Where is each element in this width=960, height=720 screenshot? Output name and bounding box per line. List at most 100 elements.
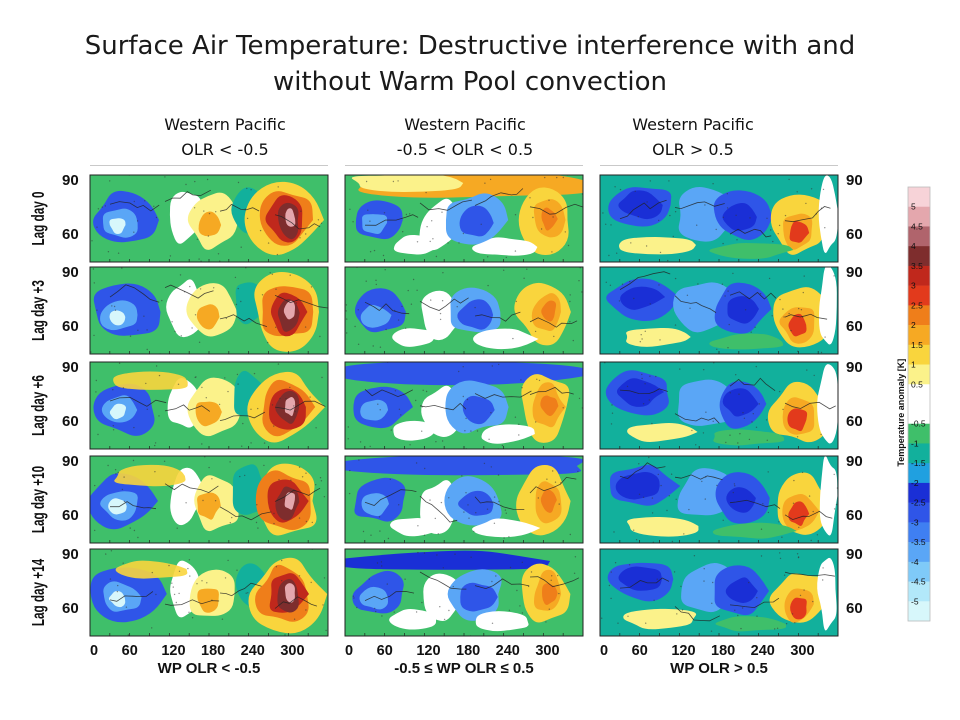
row-label-2: Lag day +3	[29, 280, 49, 341]
lat-tick-90: 90	[62, 546, 79, 563]
colorbar-label: 5	[911, 202, 916, 212]
lon-tick-120: 120	[161, 643, 185, 659]
colorbar-swatch	[908, 482, 930, 503]
colorbar-swatch	[908, 404, 930, 425]
colorbar-swatch	[908, 364, 930, 385]
colorbar-swatch	[908, 187, 930, 208]
map-panel-c2-r2	[344, 266, 584, 355]
map-panel-c1-r5	[89, 548, 329, 637]
colorbar-swatch	[908, 581, 930, 602]
lat-tick-60: 60	[62, 413, 79, 430]
colorbar-swatch	[908, 502, 930, 523]
lon-tick-60: 60	[377, 643, 393, 659]
lon-tick-0: 0	[345, 643, 353, 659]
lon-tick-300: 300	[535, 643, 559, 659]
column-header-2-line2: -0.5 < OLR < 0.5	[396, 140, 534, 159]
colorbar-swatch	[908, 542, 930, 563]
colorbar-swatch	[908, 561, 930, 582]
colorbar-swatch	[908, 601, 930, 622]
lat-tick-60: 60	[62, 600, 79, 617]
colorbar-label: -5	[911, 596, 919, 606]
lon-tick-300: 300	[790, 643, 814, 659]
column-header-1-line1: Western Pacific	[164, 115, 286, 134]
colorbar-label: -2	[911, 478, 919, 488]
lat-tick-90: 90	[62, 359, 79, 376]
colorbar-swatch	[908, 305, 930, 326]
colorbar-label: -3.5	[911, 537, 926, 547]
colorbar-label: 2	[911, 320, 916, 330]
lat-tick-60: 60	[62, 507, 79, 524]
colorbar-label: -3	[911, 517, 919, 527]
lat-tick-60: 60	[846, 600, 863, 617]
column-header-1-line2: OLR < -0.5	[181, 140, 269, 159]
column-divider-2	[345, 165, 583, 166]
colorbar-swatch	[908, 384, 930, 405]
colorbar-swatch	[908, 325, 930, 346]
map-panel-c3-r2	[599, 266, 839, 355]
column-header-3-line1: Western Pacific	[632, 115, 754, 134]
lon-tick-300: 300	[280, 643, 304, 659]
colorbar-label: 3.5	[911, 261, 923, 271]
lon-tick-120: 120	[416, 643, 440, 659]
colorbar-label: 4	[911, 241, 916, 251]
lon-tick-240: 240	[751, 643, 775, 659]
lat-tick-90: 90	[62, 172, 79, 189]
colorbar-label: -4.5	[911, 577, 926, 587]
column-header-2-line1: Western Pacific	[404, 115, 526, 134]
lon-tick-60: 60	[632, 643, 648, 659]
lat-tick-90: 90	[846, 172, 863, 189]
colorbar-swatch	[908, 443, 930, 464]
row-label-1: Lag day 0	[29, 192, 49, 246]
map-panel-c2-r1	[344, 174, 584, 263]
colorbar-label: 1.5	[911, 340, 923, 350]
colorbar-label: -4	[911, 557, 919, 567]
colorbar-label: -1.5	[911, 458, 926, 468]
column-divider-1	[90, 165, 328, 166]
column-header-3: Western Pacific OLR > 0.5	[573, 112, 813, 162]
column-header-3-line2: OLR > 0.5	[652, 140, 734, 159]
colorbar-swatch	[908, 463, 930, 484]
map-panel-c3-r1	[599, 174, 839, 263]
colorbar-label: -2.5	[911, 498, 926, 508]
map-panel-c1-r3	[89, 361, 329, 450]
lat-tick-60: 60	[62, 318, 79, 335]
colorbar-label: -1	[911, 438, 919, 448]
lat-tick-90: 90	[846, 546, 863, 563]
colorbar-swatch	[908, 285, 930, 306]
lat-tick-90: 90	[846, 453, 863, 470]
colorbar-swatch	[908, 522, 930, 543]
colorbar-swatch	[908, 226, 930, 247]
lat-tick-90: 90	[846, 359, 863, 376]
row-label-3: Lag day +6	[29, 375, 49, 436]
lat-tick-60: 60	[846, 318, 863, 335]
colorbar-swatch	[908, 206, 930, 227]
lat-tick-60: 60	[846, 507, 863, 524]
temperature-colorbar: 5 4.5 4 3.5 3 2.5 2 1.5 1 0.5 -0.5 -1 -1.5 -2 -2.5 -3 -3…	[896, 186, 931, 622]
lat-tick-90: 90	[62, 264, 79, 281]
colorbar-swatch	[908, 246, 930, 267]
column-header-2: Western Pacific -0.5 < OLR < 0.5	[345, 112, 585, 162]
map-panel-c1-r1	[89, 174, 329, 263]
colorbar-swatch	[908, 265, 930, 286]
lat-tick-90: 90	[846, 264, 863, 281]
lon-tick-120: 120	[671, 643, 695, 659]
colorbar-label: 0.5	[911, 379, 923, 389]
lon-tick-0: 0	[600, 643, 608, 659]
lon-tick-240: 240	[496, 643, 520, 659]
colorbar-label: 4.5	[911, 221, 923, 231]
row-label-4: Lag day +10	[29, 466, 49, 533]
colorbar-label: 1	[911, 360, 916, 370]
row-label-5: Lag day +14	[29, 558, 49, 626]
lon-tick-240: 240	[241, 643, 265, 659]
colorbar-swatch	[908, 423, 930, 444]
map-panel-c3-r5	[599, 548, 839, 637]
lon-tick-180: 180	[711, 643, 735, 659]
map-panel-c2-r5	[344, 548, 584, 637]
lat-tick-60: 60	[846, 413, 863, 430]
colorbar-label: 3	[911, 281, 916, 291]
map-panel-c2-r3	[344, 361, 584, 450]
lon-tick-0: 0	[90, 643, 98, 659]
map-panel-c1-r2	[89, 266, 329, 355]
colorbar-label: -0.5	[911, 419, 926, 429]
